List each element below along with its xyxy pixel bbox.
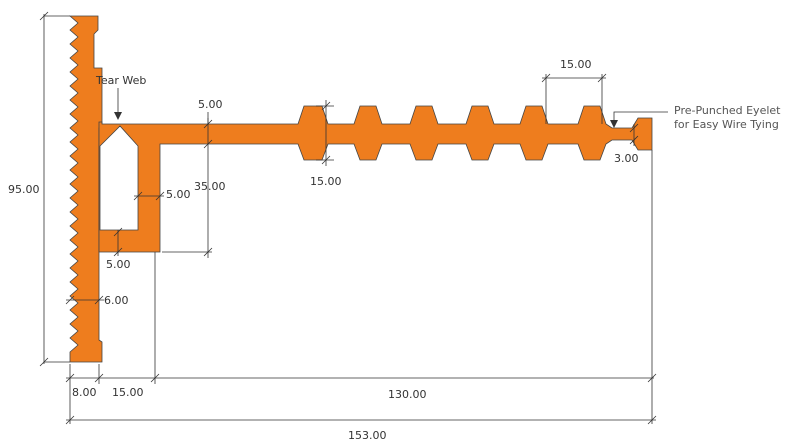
label-base-6: 6.00 xyxy=(104,294,129,307)
label-length-130: 130.00 xyxy=(388,388,427,401)
label-tip-3: 3.00 xyxy=(614,152,639,165)
dim-base-6 xyxy=(65,295,104,305)
dim-web-5 xyxy=(133,191,165,201)
label-wall-8: 8.00 xyxy=(72,386,97,399)
dim-tip-3 xyxy=(629,123,639,146)
dim-bottom-web-5 xyxy=(113,227,123,257)
body-and-arm xyxy=(98,105,653,253)
label-web-5: 5.00 xyxy=(166,188,191,201)
dim-baseline-top xyxy=(65,150,657,424)
tear-web-arrow xyxy=(114,88,122,120)
label-bottom-5: 5.00 xyxy=(106,258,131,271)
serrated-left-wall xyxy=(68,15,103,363)
label-height-95: 95.00 xyxy=(8,183,40,196)
label-pitch-15: 15.00 xyxy=(560,58,592,71)
dim-stem-35 xyxy=(162,118,213,258)
label-eyelet-line1: Pre-Punched Eyelet xyxy=(674,104,781,117)
label-stem-35: 35.00 xyxy=(194,180,226,193)
inner-cavity xyxy=(99,125,139,231)
label-tear-web: Tear Web xyxy=(95,74,146,87)
label-gap-15: 15.00 xyxy=(112,386,144,399)
label-total-153: 153.00 xyxy=(348,429,387,441)
label-tooth-15: 15.00 xyxy=(310,175,342,188)
label-eyelet-line2: for Easy Wire Tying xyxy=(674,118,779,131)
dim-total-153 xyxy=(65,415,657,425)
eyelet-arrow xyxy=(610,111,668,128)
dim-tooth-15 xyxy=(316,100,334,166)
dim-height-95 xyxy=(39,11,70,367)
dim-pitch-15 xyxy=(541,73,607,124)
label-arm-5: 5.00 xyxy=(198,98,223,111)
